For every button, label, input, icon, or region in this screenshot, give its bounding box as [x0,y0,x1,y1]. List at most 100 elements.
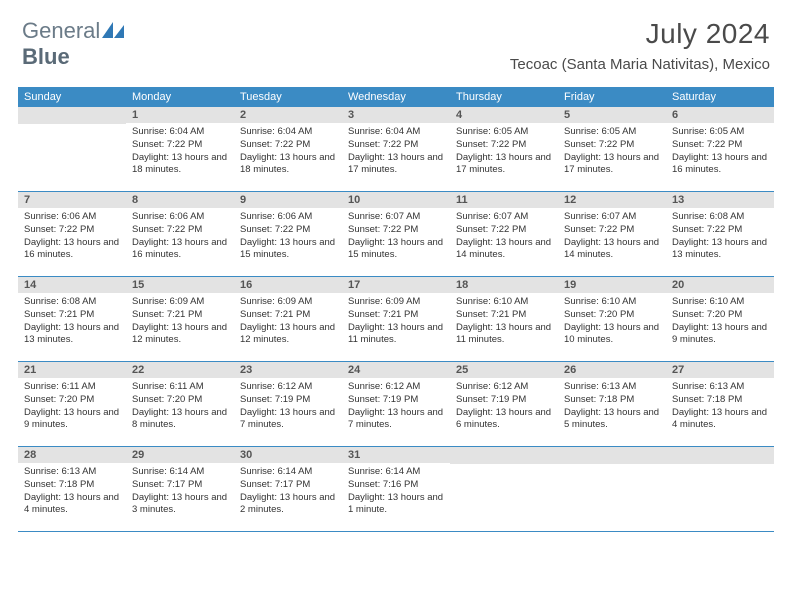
day-number: 2 [234,107,342,123]
day-number: 25 [450,362,558,378]
sunset-text: Sunset: 7:21 PM [240,309,336,322]
sunrise-text: Sunrise: 6:11 AM [132,381,228,394]
day-cell: 9Sunrise: 6:06 AMSunset: 7:22 PMDaylight… [234,192,342,276]
sunrise-text: Sunrise: 6:11 AM [24,381,120,394]
day-info: Sunrise: 6:04 AMSunset: 7:22 PMDaylight:… [126,123,234,177]
day-info: Sunrise: 6:09 AMSunset: 7:21 PMDaylight:… [342,293,450,347]
sail-icon [102,22,124,38]
day-info: Sunrise: 6:05 AMSunset: 7:22 PMDaylight:… [558,123,666,177]
day-cell: 19Sunrise: 6:10 AMSunset: 7:20 PMDayligh… [558,277,666,361]
day-info: Sunrise: 6:13 AMSunset: 7:18 PMDaylight:… [666,378,774,432]
day-number [666,447,774,464]
sunrise-text: Sunrise: 6:14 AM [348,466,444,479]
day-info: Sunrise: 6:07 AMSunset: 7:22 PMDaylight:… [558,208,666,262]
daylight-text: Daylight: 13 hours and 14 minutes. [456,237,552,263]
sunset-text: Sunset: 7:20 PM [24,394,120,407]
sunrise-text: Sunrise: 6:10 AM [564,296,660,309]
daylight-text: Daylight: 13 hours and 16 minutes. [132,237,228,263]
daylight-text: Daylight: 13 hours and 11 minutes. [348,322,444,348]
daylight-text: Daylight: 13 hours and 1 minute. [348,492,444,518]
week-row: 7Sunrise: 6:06 AMSunset: 7:22 PMDaylight… [18,192,774,277]
dow-tuesday: Tuesday [234,87,342,107]
sunset-text: Sunset: 7:22 PM [348,224,444,237]
sunrise-text: Sunrise: 6:12 AM [240,381,336,394]
day-cell: 6Sunrise: 6:05 AMSunset: 7:22 PMDaylight… [666,107,774,191]
day-number: 21 [18,362,126,378]
day-cell: 10Sunrise: 6:07 AMSunset: 7:22 PMDayligh… [342,192,450,276]
page-header: GeneralBlue July 2024 Tecoac (Santa Mari… [0,0,792,79]
daylight-text: Daylight: 13 hours and 12 minutes. [240,322,336,348]
day-info: Sunrise: 6:06 AMSunset: 7:22 PMDaylight:… [18,208,126,262]
day-number: 19 [558,277,666,293]
sunrise-text: Sunrise: 6:12 AM [456,381,552,394]
daylight-text: Daylight: 13 hours and 18 minutes. [240,152,336,178]
sunset-text: Sunset: 7:22 PM [132,224,228,237]
sunset-text: Sunset: 7:22 PM [240,139,336,152]
sunset-text: Sunset: 7:20 PM [672,309,768,322]
sunrise-text: Sunrise: 6:13 AM [672,381,768,394]
day-info: Sunrise: 6:11 AMSunset: 7:20 PMDaylight:… [126,378,234,432]
day-cell: 1Sunrise: 6:04 AMSunset: 7:22 PMDaylight… [126,107,234,191]
day-cell: 12Sunrise: 6:07 AMSunset: 7:22 PMDayligh… [558,192,666,276]
sunset-text: Sunset: 7:22 PM [132,139,228,152]
day-info: Sunrise: 6:13 AMSunset: 7:18 PMDaylight:… [558,378,666,432]
day-cell: 18Sunrise: 6:10 AMSunset: 7:21 PMDayligh… [450,277,558,361]
sunset-text: Sunset: 7:17 PM [132,479,228,492]
sunrise-text: Sunrise: 6:09 AM [348,296,444,309]
day-number: 13 [666,192,774,208]
sunrise-text: Sunrise: 6:05 AM [672,126,768,139]
day-info: Sunrise: 6:12 AMSunset: 7:19 PMDaylight:… [342,378,450,432]
sunrise-text: Sunrise: 6:07 AM [348,211,444,224]
sunrise-text: Sunrise: 6:13 AM [24,466,120,479]
day-cell: 4Sunrise: 6:05 AMSunset: 7:22 PMDaylight… [450,107,558,191]
month-title: July 2024 [510,18,770,50]
sunrise-text: Sunrise: 6:08 AM [672,211,768,224]
week-row: 1Sunrise: 6:04 AMSunset: 7:22 PMDaylight… [18,107,774,192]
day-info: Sunrise: 6:04 AMSunset: 7:22 PMDaylight:… [342,123,450,177]
day-info: Sunrise: 6:14 AMSunset: 7:16 PMDaylight:… [342,463,450,517]
dow-friday: Friday [558,87,666,107]
day-info: Sunrise: 6:10 AMSunset: 7:20 PMDaylight:… [558,293,666,347]
daylight-text: Daylight: 13 hours and 3 minutes. [132,492,228,518]
day-cell: 28Sunrise: 6:13 AMSunset: 7:18 PMDayligh… [18,447,126,531]
sunset-text: Sunset: 7:22 PM [672,139,768,152]
day-cell: 5Sunrise: 6:05 AMSunset: 7:22 PMDaylight… [558,107,666,191]
day-cell: 21Sunrise: 6:11 AMSunset: 7:20 PMDayligh… [18,362,126,446]
day-number: 28 [18,447,126,463]
day-number: 15 [126,277,234,293]
day-info: Sunrise: 6:13 AMSunset: 7:18 PMDaylight:… [18,463,126,517]
title-block: July 2024 Tecoac (Santa Maria Nativitas)… [510,18,770,73]
daylight-text: Daylight: 13 hours and 12 minutes. [132,322,228,348]
day-number: 3 [342,107,450,123]
sunrise-text: Sunrise: 6:05 AM [456,126,552,139]
day-number: 12 [558,192,666,208]
day-info: Sunrise: 6:04 AMSunset: 7:22 PMDaylight:… [234,123,342,177]
day-cell: 2Sunrise: 6:04 AMSunset: 7:22 PMDaylight… [234,107,342,191]
day-cell: 3Sunrise: 6:04 AMSunset: 7:22 PMDaylight… [342,107,450,191]
day-info: Sunrise: 6:12 AMSunset: 7:19 PMDaylight:… [234,378,342,432]
day-number: 5 [558,107,666,123]
day-number: 4 [450,107,558,123]
day-number [450,447,558,464]
sunrise-text: Sunrise: 6:05 AM [564,126,660,139]
sunset-text: Sunset: 7:20 PM [132,394,228,407]
sunset-text: Sunset: 7:21 PM [456,309,552,322]
day-cell [450,447,558,531]
day-info: Sunrise: 6:09 AMSunset: 7:21 PMDaylight:… [234,293,342,347]
daylight-text: Daylight: 13 hours and 9 minutes. [672,322,768,348]
day-cell: 29Sunrise: 6:14 AMSunset: 7:17 PMDayligh… [126,447,234,531]
daylight-text: Daylight: 13 hours and 15 minutes. [348,237,444,263]
daylight-text: Daylight: 13 hours and 17 minutes. [456,152,552,178]
day-cell: 24Sunrise: 6:12 AMSunset: 7:19 PMDayligh… [342,362,450,446]
sunrise-text: Sunrise: 6:04 AM [132,126,228,139]
week-row: 14Sunrise: 6:08 AMSunset: 7:21 PMDayligh… [18,277,774,362]
daylight-text: Daylight: 13 hours and 7 minutes. [240,407,336,433]
daylight-text: Daylight: 13 hours and 16 minutes. [672,152,768,178]
sunrise-text: Sunrise: 6:06 AM [24,211,120,224]
daylight-text: Daylight: 13 hours and 15 minutes. [240,237,336,263]
day-number: 23 [234,362,342,378]
dow-thursday: Thursday [450,87,558,107]
sunset-text: Sunset: 7:22 PM [456,224,552,237]
day-info: Sunrise: 6:14 AMSunset: 7:17 PMDaylight:… [234,463,342,517]
day-info: Sunrise: 6:07 AMSunset: 7:22 PMDaylight:… [450,208,558,262]
